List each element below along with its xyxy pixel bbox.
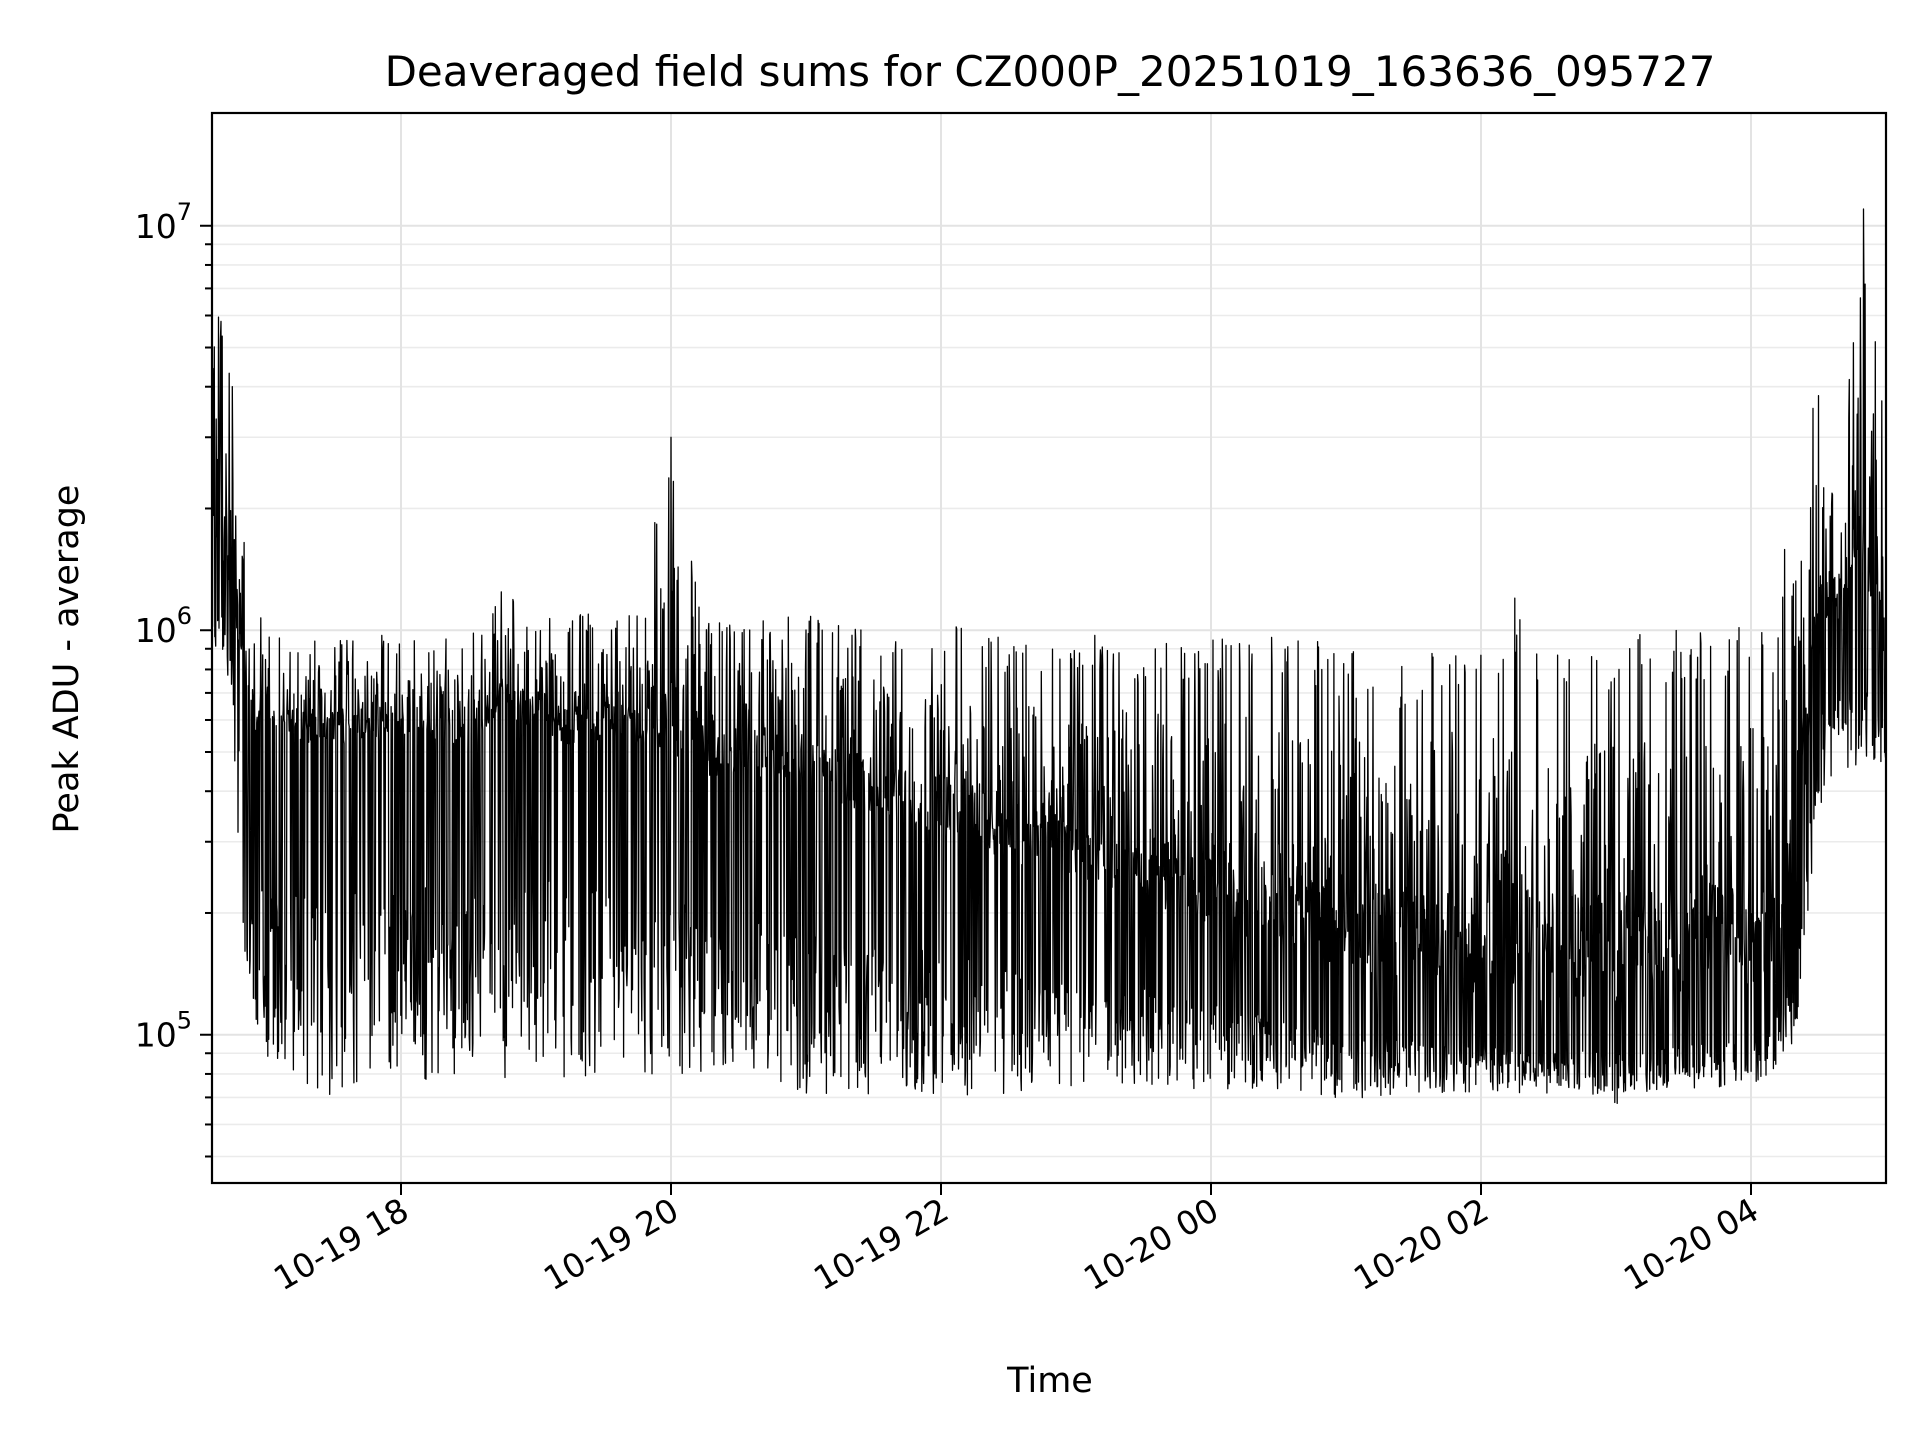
y-axis-ticks: 105 106 107 bbox=[135, 198, 212, 1158]
chart-title: Deaveraged field sums for CZ000P_2025101… bbox=[385, 47, 1716, 96]
series-line-layer bbox=[211, 166, 1887, 1105]
y-tick-label: 105 bbox=[135, 1007, 192, 1055]
y-axis-label: Peak ADU - average bbox=[47, 485, 87, 834]
series-line bbox=[211, 166, 1887, 1105]
x-axis-label: Time bbox=[1006, 1361, 1093, 1401]
y-tick-label: 107 bbox=[135, 198, 192, 246]
y-tick-label: 106 bbox=[135, 602, 192, 650]
